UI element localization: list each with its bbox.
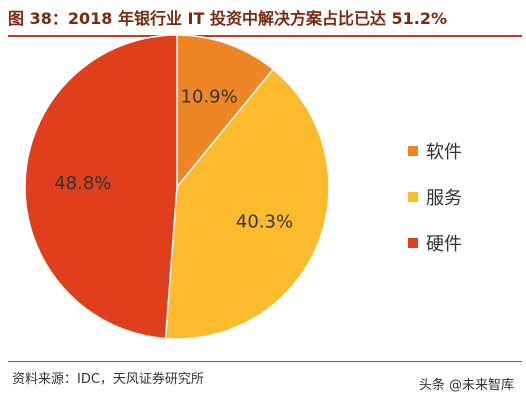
- legend-swatch-hardware: [408, 238, 418, 248]
- legend-swatch-software: [408, 146, 418, 156]
- legend-item-software: 软件: [408, 128, 462, 174]
- legend: 软件 服务 硬件: [408, 128, 462, 266]
- legend-item-hardware: 硬件: [408, 220, 462, 266]
- title-divider: [8, 35, 522, 37]
- data-label-software: 10.9%: [181, 86, 238, 107]
- legend-label-software: 软件: [426, 142, 462, 163]
- data-label-hardware: 48.8%: [54, 173, 111, 194]
- legend-label-hardware: 硬件: [426, 234, 462, 255]
- footer-divider: [8, 361, 522, 362]
- watermark: 头条 @未来智库: [418, 378, 514, 393]
- legend-swatch-services: [408, 192, 418, 202]
- pie-slice-software: [176, 34, 275, 190]
- chart-title: 图 38：2018 年银行业 IT 投资中解决方案占比已达 51.2%: [8, 9, 448, 28]
- legend-item-services: 服务: [408, 174, 462, 220]
- data-label-services: 40.3%: [236, 211, 293, 232]
- legend-label-services: 服务: [426, 188, 462, 209]
- pie-slice-services: [164, 68, 330, 340]
- source-note: 资料来源：IDC，天风证券研究所: [12, 372, 204, 387]
- pie-slice-hardware: [24, 34, 178, 340]
